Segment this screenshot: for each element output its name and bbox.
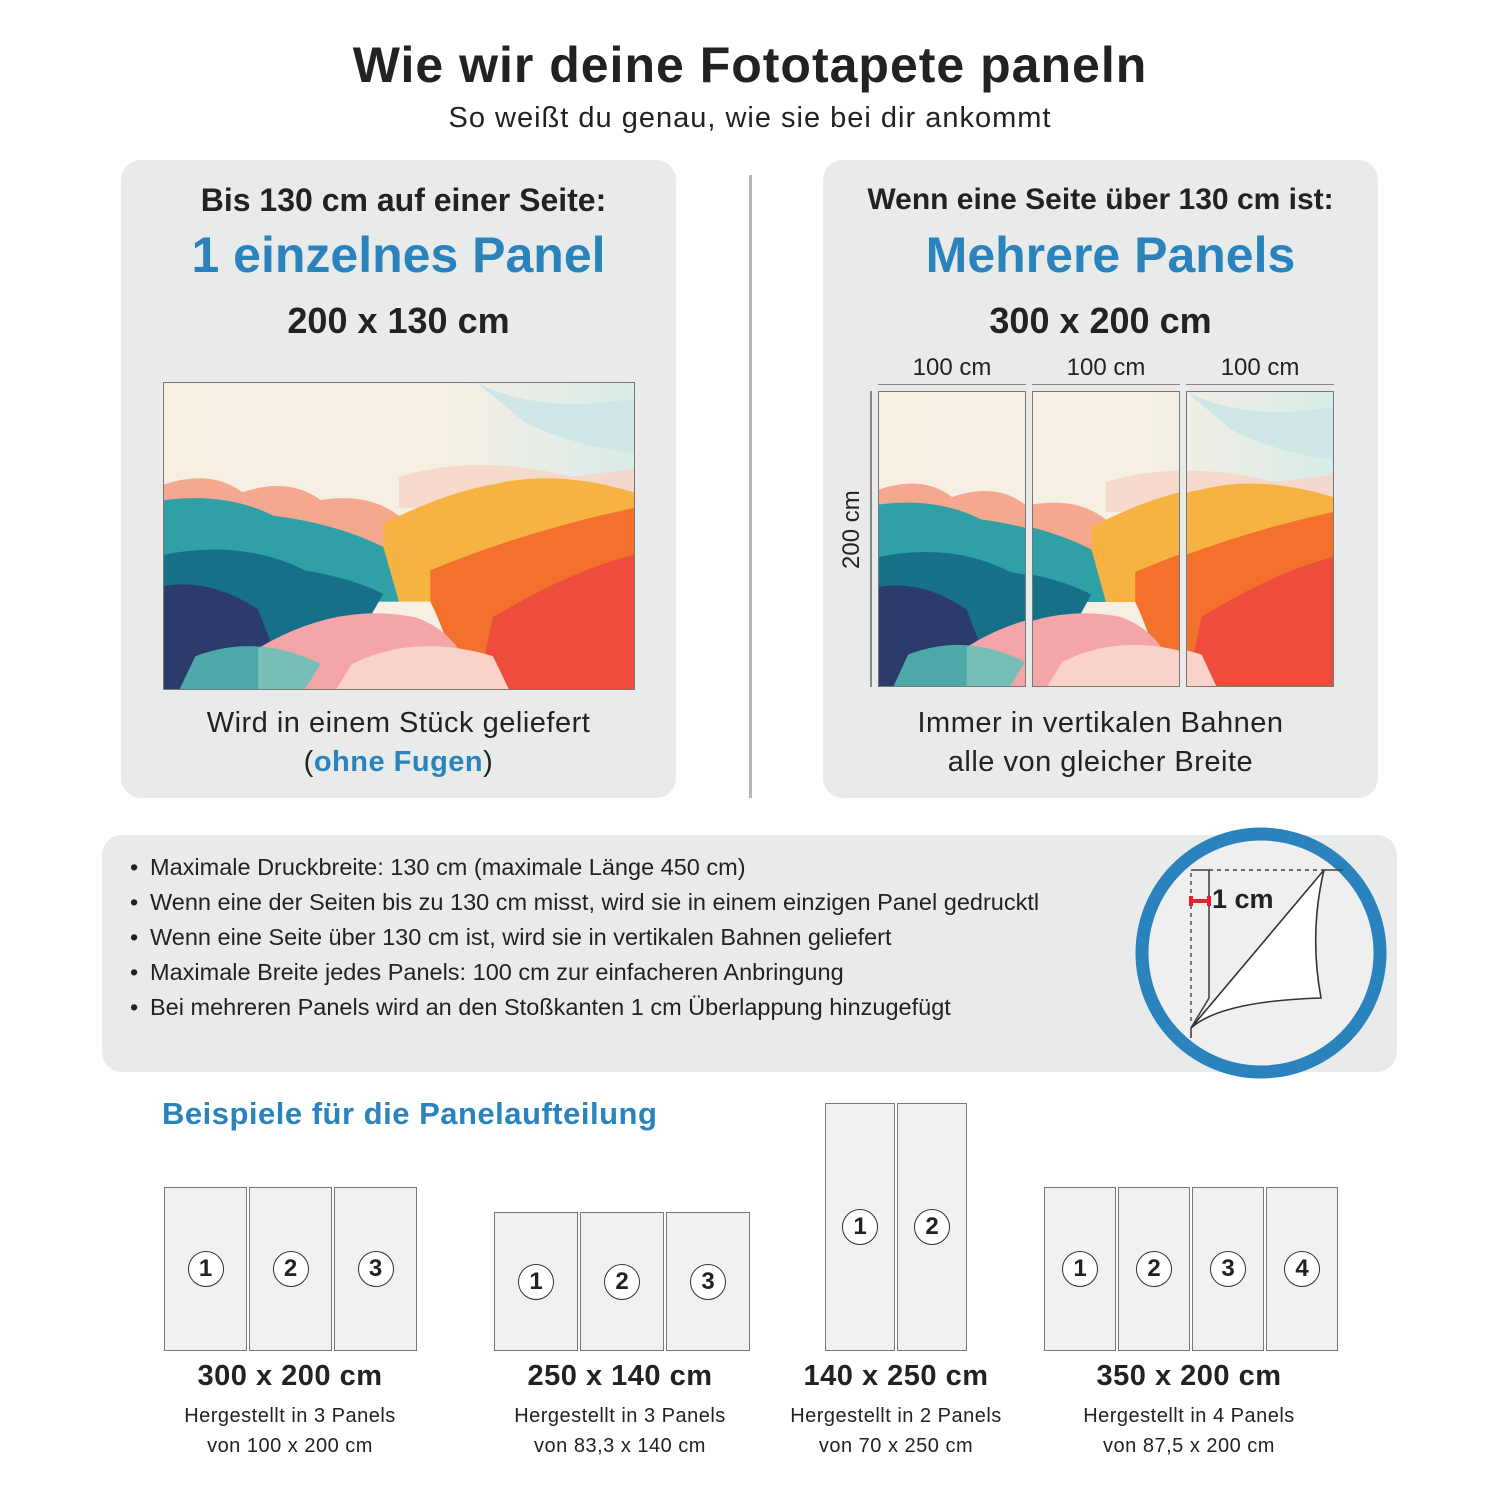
bullet-item: Wenn eine der Seiten bis zu 130 cm misst… bbox=[130, 885, 1080, 920]
panel-width-label: 100 cm bbox=[1186, 354, 1334, 385]
panel-width-label: 100 cm bbox=[878, 354, 1026, 385]
example-panel: 3 bbox=[1192, 1187, 1264, 1351]
example-panel: 2 bbox=[580, 1212, 664, 1351]
panel-number: 2 bbox=[604, 1263, 640, 1300]
panel-number: 1 bbox=[1062, 1251, 1098, 1287]
overlap-label: 1 cm bbox=[1212, 884, 1274, 914]
example-panel: 1 bbox=[825, 1103, 895, 1351]
panel-number: 1 bbox=[187, 1251, 224, 1287]
bullet-item: Maximale Breite jedes Panels: 100 cm zur… bbox=[130, 955, 1130, 990]
multi-panel-size: 300 x 200 cm bbox=[989, 300, 1212, 341]
info-bullets: Maximale Druckbreite: 130 cm (maximale L… bbox=[130, 850, 1130, 1025]
example-panel-dimensions: von 83,3 x 140 cm bbox=[534, 1435, 706, 1457]
example-panel: 4 bbox=[1266, 1187, 1338, 1351]
panel-number: 4 bbox=[1284, 1251, 1320, 1287]
panel-number: 3 bbox=[1210, 1251, 1246, 1287]
panel-number: 1 bbox=[518, 1263, 554, 1300]
divider bbox=[749, 175, 752, 798]
bullet-item: Maximale Druckbreite: 130 cm (maximale L… bbox=[130, 850, 1130, 885]
panel-3-image bbox=[1186, 391, 1334, 687]
paren: ) bbox=[483, 746, 494, 778]
example-panel: 1 bbox=[494, 1212, 578, 1351]
example-panel-dimensions: von 100 x 200 cm bbox=[207, 1435, 373, 1457]
panel-1-image bbox=[878, 391, 1026, 687]
example-panel: 2 bbox=[897, 1103, 967, 1351]
example-panel: 2 bbox=[1118, 1187, 1190, 1351]
wallpaper-preview-image bbox=[163, 382, 635, 690]
no-seams-highlight: ohne Fugen bbox=[313, 746, 484, 778]
example-panel: 1 bbox=[1044, 1187, 1116, 1351]
example-panel-count: Hergestellt in 2 Panels bbox=[790, 1405, 1002, 1427]
panel-number: 2 bbox=[1136, 1251, 1172, 1287]
example-panel-count: Hergestellt in 4 Panels bbox=[1083, 1405, 1295, 1427]
example-panel-count: Hergestellt in 3 Panels bbox=[514, 1405, 726, 1427]
example-size: 140 x 250 cm bbox=[803, 1360, 989, 1392]
height-dimension-line bbox=[870, 391, 872, 687]
page-subtitle: So weißt du genau, wie sie bei dir ankom… bbox=[448, 102, 1052, 134]
example-panel-dimensions: von 70 x 250 cm bbox=[818, 1435, 974, 1457]
multi-panel-caption: Immer in vertikalen Bahnen alle von glei… bbox=[823, 704, 1378, 782]
panel-height-label: 200 cm bbox=[838, 490, 865, 570]
example-panel-count: Hergestellt in 3 Panels bbox=[184, 1405, 396, 1427]
example-panel-dimensions: von 87,5 x 200 cm bbox=[1103, 1435, 1275, 1457]
panel-number: 3 bbox=[690, 1263, 726, 1300]
caption-line: Wird in einem Stück geliefert bbox=[206, 707, 591, 739]
panel-number: 2 bbox=[914, 1209, 950, 1245]
single-panel-size: 200 x 130 cm bbox=[287, 300, 510, 341]
single-panel-caption: Wird in einem Stück geliefert (ohne Fuge… bbox=[121, 704, 676, 782]
page-title: Wie wir deine Fototapete paneln bbox=[352, 37, 1148, 93]
examples-heading: Beispiele für die Panelaufteilung bbox=[162, 1096, 658, 1131]
example-size: 350 x 200 cm bbox=[1096, 1360, 1282, 1392]
single-panel-condition: Bis 130 cm auf einer Seite: bbox=[200, 182, 607, 218]
bullet-item: Bei mehreren Panels wird an den Stoßkant… bbox=[130, 990, 1130, 1025]
example-size: 300 x 200 cm bbox=[197, 1360, 383, 1392]
panel-number: 3 bbox=[357, 1251, 394, 1287]
panel-number: 1 bbox=[842, 1209, 878, 1245]
panel-number: 2 bbox=[272, 1251, 309, 1287]
panel-2-image bbox=[1032, 391, 1180, 687]
panel-width-label: 100 cm bbox=[1032, 354, 1180, 385]
example-panel: 2 bbox=[249, 1187, 332, 1351]
overlap-illustration bbox=[1135, 827, 1387, 1079]
bullet-item: Wenn eine Seite über 130 cm ist, wird si… bbox=[130, 920, 1130, 955]
paren: ( bbox=[303, 746, 314, 778]
caption-line: alle von gleicher Breite bbox=[947, 746, 1254, 778]
multi-panel-condition: Wenn eine Seite über 130 cm ist: bbox=[867, 183, 1334, 216]
caption-line: Immer in vertikalen Bahnen bbox=[917, 707, 1284, 739]
caption-line-2: (ohne Fugen) bbox=[121, 743, 676, 782]
example-size: 250 x 140 cm bbox=[527, 1360, 713, 1392]
example-panel: 3 bbox=[666, 1212, 750, 1351]
multi-panel-headline: Mehrere Panels bbox=[925, 227, 1296, 283]
single-panel-headline: 1 einzelnes Panel bbox=[191, 227, 606, 283]
example-panel: 1 bbox=[164, 1187, 247, 1351]
example-panel: 3 bbox=[334, 1187, 417, 1351]
